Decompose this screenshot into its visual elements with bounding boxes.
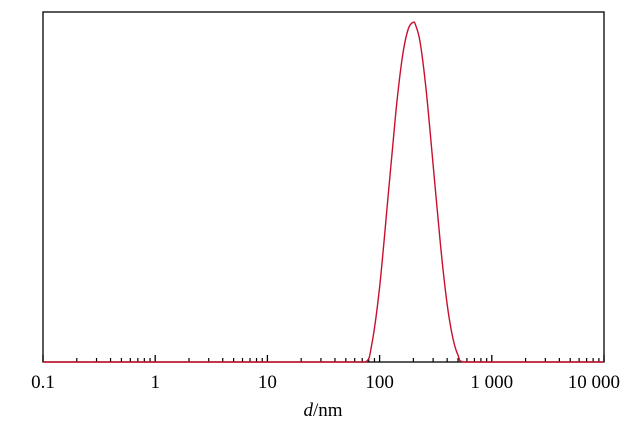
- x-major-ticks: [42, 355, 605, 362]
- distribution-curve: [42, 21, 604, 363]
- x-axis-unit: /nm: [313, 400, 343, 421]
- x-tick-label: 1 000: [470, 372, 513, 393]
- x-axis-label: d/nm: [303, 400, 342, 421]
- x-tick-label: 10 000: [568, 372, 620, 393]
- plot-frame: [42, 11, 605, 363]
- x-tick-label: 10: [258, 372, 277, 393]
- x-axis-variable: d: [303, 400, 313, 421]
- x-tick-label: 1: [150, 372, 160, 393]
- x-tick-labels: 0.1 1 10 100 1 000 10 000: [31, 372, 620, 393]
- x-tick-label: 0.1: [31, 372, 55, 393]
- x-tick-label: 100: [365, 372, 394, 393]
